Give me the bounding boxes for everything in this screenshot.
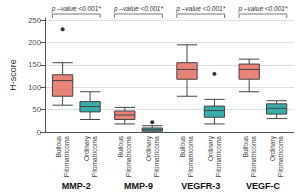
svg-text:Pilomatricoma: Pilomatricoma <box>125 136 132 178</box>
svg-text:MMP-2: MMP-2 <box>62 181 91 191</box>
svg-text:Bullous: Bullous <box>242 135 249 157</box>
svg-text:Ordinary: Ordinary <box>145 135 153 161</box>
svg-text:0: 0 <box>37 128 42 137</box>
svg-text:200: 200 <box>28 38 42 47</box>
svg-text:Ordinary: Ordinary <box>207 135 215 161</box>
svg-text:Pilomatricoma: Pilomatricoma <box>91 136 98 178</box>
svg-text:MMP-9: MMP-9 <box>124 181 153 191</box>
svg-text:Pilomatricoma: Pilomatricoma <box>250 136 257 178</box>
svg-text:Pilomatricoma: Pilomatricoma <box>187 136 194 178</box>
svg-text:Bullous: Bullous <box>55 135 62 157</box>
svg-text:Pilomatricoma: Pilomatricoma <box>277 136 284 178</box>
svg-text:Pilomatricoma: Pilomatricoma <box>153 136 160 178</box>
svg-text:H-score: H-score <box>8 59 18 91</box>
svg-text:VEGF-C: VEGF-C <box>246 181 281 191</box>
svg-text:p –value <0.001*: p –value <0.001* <box>113 5 163 13</box>
svg-text:50: 50 <box>32 105 41 114</box>
svg-text:Pilomatricoma: Pilomatricoma <box>215 136 222 178</box>
svg-text:Ordinary: Ordinary <box>269 135 277 161</box>
svg-text:Bullous: Bullous <box>117 135 124 157</box>
svg-text:150: 150 <box>28 60 42 69</box>
svg-text:p –value <0.001*: p –value <0.001* <box>175 5 225 13</box>
svg-text:p –value <0.001*: p –value <0.001* <box>51 5 101 13</box>
svg-text:Bullous: Bullous <box>179 135 186 157</box>
svg-text:250: 250 <box>28 16 42 25</box>
svg-text:VEGFR-3: VEGFR-3 <box>181 181 220 191</box>
svg-text:Ordinary: Ordinary <box>83 135 91 161</box>
svg-text:100: 100 <box>28 83 42 92</box>
svg-text:p –value <0.001*: p –value <0.001* <box>237 5 287 13</box>
svg-text:Pilomatricoma: Pilomatricoma <box>63 136 70 178</box>
